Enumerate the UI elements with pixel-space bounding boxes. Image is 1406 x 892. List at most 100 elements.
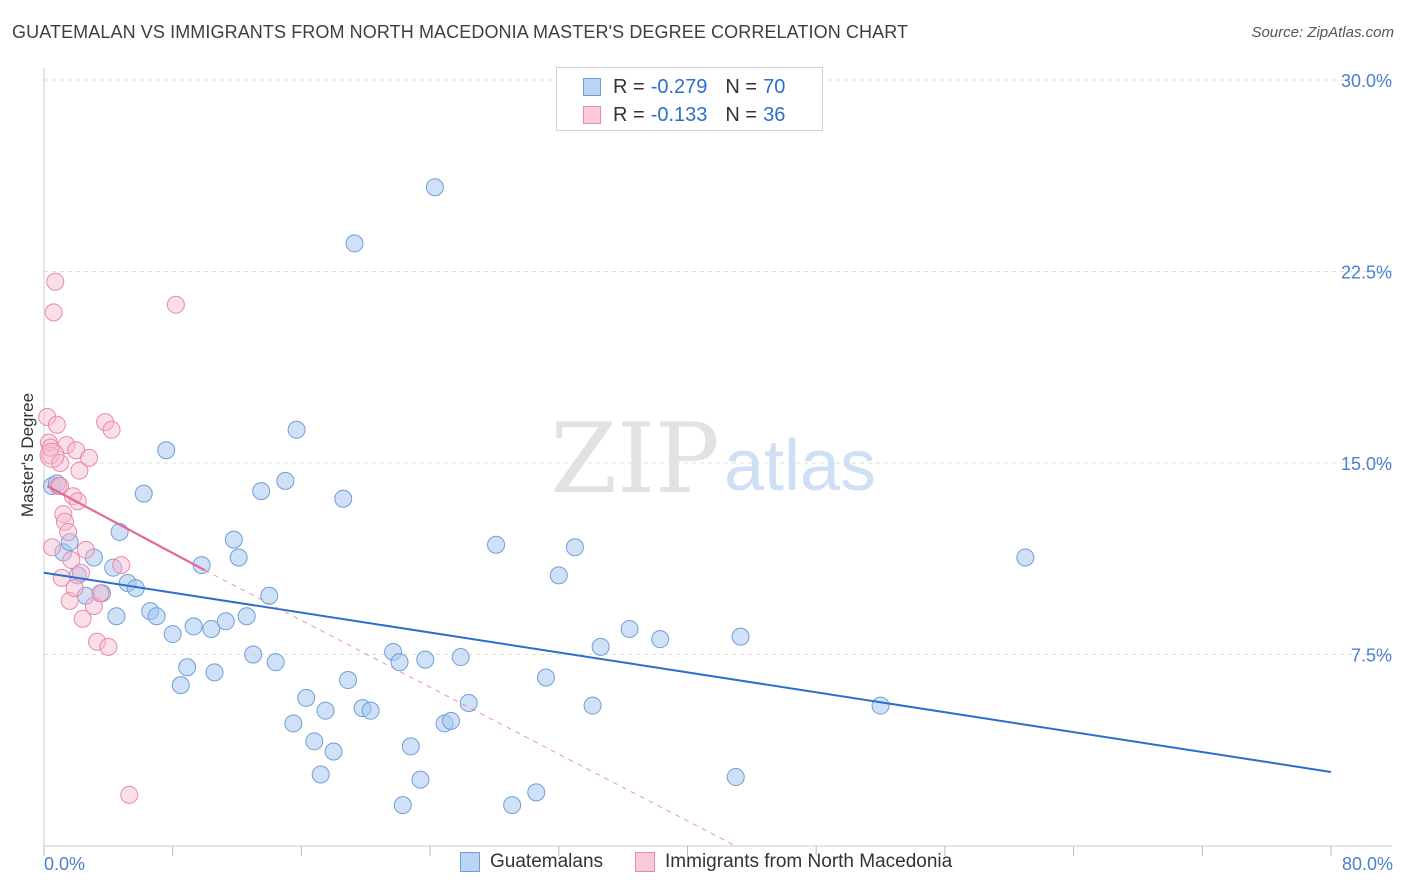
guatemalan-point — [224, 530, 243, 549]
n-label: N = — [725, 103, 758, 126]
macedonia-point — [112, 556, 131, 575]
guatemalan-point — [416, 650, 435, 669]
r-value: -0.279 — [650, 75, 708, 98]
guatemalan-point — [276, 471, 295, 490]
macedonia-point — [96, 413, 115, 432]
macedonia-point — [88, 632, 107, 651]
macedonia-point — [59, 522, 78, 541]
stats-row-north-macedonia: R = -0.133 N = 36 — [583, 101, 785, 129]
guatemalan-point — [451, 648, 470, 667]
guatemalan-point — [316, 701, 335, 720]
macedonia-point — [80, 448, 99, 467]
guatemalan-point — [305, 732, 324, 751]
macedonia-point — [76, 540, 95, 559]
guatemalan-point — [266, 653, 285, 672]
axes — [43, 68, 1392, 856]
guatemalan-point — [297, 688, 316, 707]
guatemalan-point — [591, 637, 610, 656]
guatemalan-point — [163, 625, 182, 644]
blue-swatch — [583, 78, 601, 96]
macedonia-point — [102, 420, 121, 439]
guatemalan-point — [237, 607, 256, 626]
guatemalan-point — [361, 701, 380, 720]
x-tick-label: 0.0% — [44, 854, 85, 874]
macedonia-point — [43, 538, 62, 557]
macedonia-point — [166, 295, 185, 314]
guatemalan-point — [425, 178, 444, 197]
guatemalan-point — [107, 607, 126, 626]
guatemalan-point — [726, 768, 745, 787]
watermark: ZIP atlas — [550, 403, 876, 515]
guatemalan-point — [536, 668, 555, 687]
macedonia-point — [73, 609, 92, 628]
source-label: Source: ZipAtlas.com — [1251, 24, 1394, 41]
n-label: N = — [725, 75, 758, 98]
guatemalan-point — [583, 696, 602, 715]
guatemalan-point — [202, 619, 221, 638]
y-axis-label: Master's Degree — [18, 392, 37, 518]
macedonia-point — [46, 272, 65, 291]
macedonia-point — [65, 579, 84, 598]
macedonia-point — [38, 408, 57, 427]
guatemalans-trend-line — [43, 571, 1332, 773]
pink-swatch — [635, 852, 656, 872]
macedonia-point — [47, 415, 66, 434]
guatemalan-point — [459, 694, 478, 713]
macedonia-point — [41, 446, 60, 465]
macedonia-point — [39, 442, 65, 468]
y-tick-label: 7.5% — [1351, 646, 1392, 666]
guatemalan-point — [134, 484, 153, 503]
guatemalan-point — [324, 742, 343, 761]
macedonia-point — [54, 505, 73, 524]
legend-item-guatemalans[interactable]: Guatemalans — [460, 851, 603, 873]
guatemalan-point — [442, 711, 461, 730]
macedonia-point — [70, 461, 89, 480]
guatemalan-point — [229, 548, 248, 567]
guatemalan-point — [549, 566, 568, 585]
guatemalan-point — [411, 770, 430, 789]
guatemalan-point — [393, 796, 412, 815]
guatemalan-point — [244, 645, 263, 664]
macedonia-point — [44, 303, 63, 322]
watermark-zip: ZIP — [550, 403, 719, 515]
n-value: 36 — [763, 103, 786, 126]
macedonia-point — [99, 637, 118, 656]
guatemalan-point — [157, 441, 176, 460]
guatemalan-point — [311, 765, 330, 784]
series-legend: Guatemalans Immigrants from North Macedo… — [460, 851, 984, 873]
y-tick-label: 30.0% — [1341, 71, 1392, 91]
guatemalan-point — [252, 482, 271, 501]
guatemalan-point — [871, 696, 890, 715]
r-label: R = — [613, 75, 645, 98]
chart-title: GUATEMALAN VS IMMIGRANTS FROM NORTH MACE… — [12, 22, 909, 42]
guatemalans-series — [43, 178, 1035, 815]
guatemalan-point — [147, 607, 166, 626]
north-macedonia-series — [38, 272, 185, 804]
n-value: 70 — [763, 75, 786, 98]
stats-row-guatemalans: R = -0.279 N = 70 — [583, 73, 785, 101]
guatemalan-point — [260, 586, 279, 605]
blue-swatch — [460, 852, 480, 872]
guatemalan-point — [620, 619, 639, 638]
y-tick-label: 15.0% — [1341, 454, 1392, 474]
x-tick-label: 80.0% — [1342, 854, 1393, 874]
legend-item-north-macedonia[interactable]: Immigrants from North Macedonia — [635, 851, 952, 873]
tick-labels: 7.5% 15.0% 22.5% 30.0% 0.0% 80.0% — [44, 71, 1393, 874]
trend-lines — [43, 485, 1332, 847]
macedonia-point — [55, 512, 74, 531]
macedonia-point — [62, 551, 81, 570]
macedonia-point — [91, 584, 110, 603]
y-tick-label: 22.5% — [1341, 263, 1392, 283]
pink-swatch — [583, 106, 601, 124]
stats-legend: R = -0.279 N = 70 R = -0.133 N = 36 — [556, 67, 823, 131]
guatemalan-point — [205, 663, 224, 682]
guatemalan-point — [565, 538, 584, 557]
guatemalan-point — [284, 714, 303, 733]
macedonia-point — [52, 568, 71, 587]
guatemalan-point — [184, 617, 203, 636]
guatemalan-point — [287, 420, 306, 439]
guatemalan-point — [527, 783, 546, 802]
guatemalan-point — [731, 627, 750, 646]
watermark-atlas: atlas — [724, 426, 876, 506]
